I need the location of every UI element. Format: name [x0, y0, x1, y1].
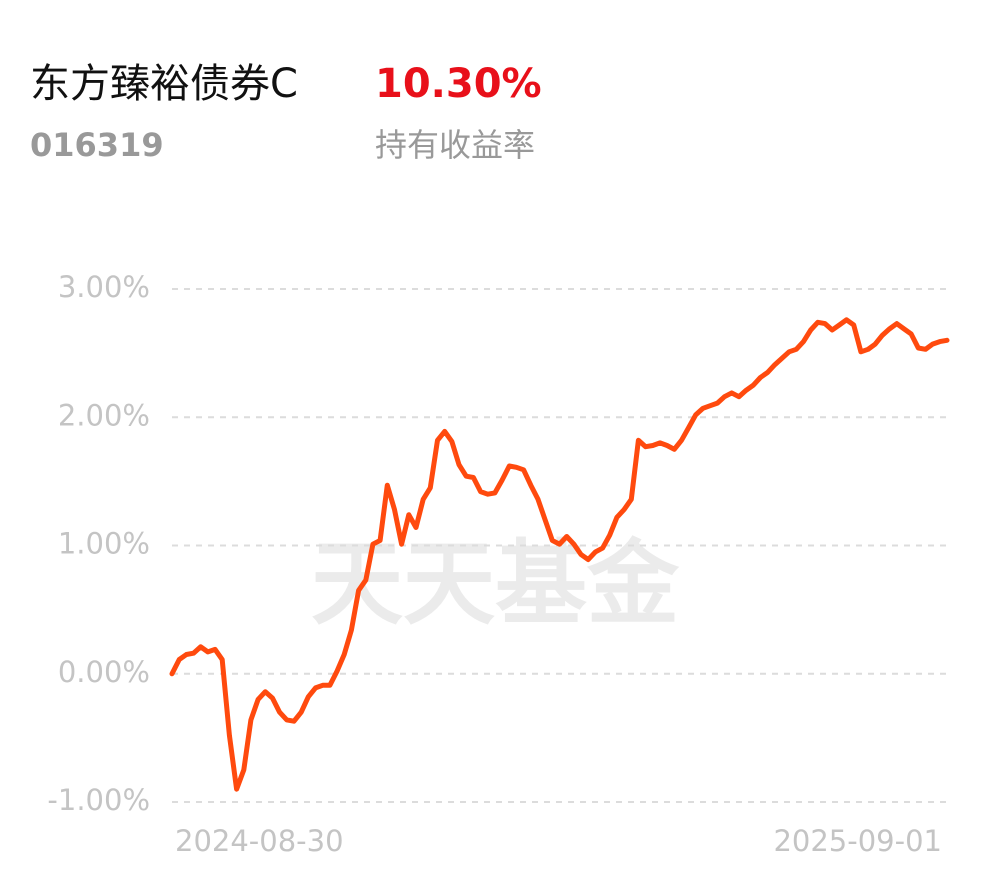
fund-name: 东方臻裕债券C: [30, 61, 298, 107]
fund-code: 016319: [30, 126, 164, 164]
x-tick-label: 2024-08-30: [175, 824, 344, 858]
line: [169, 317, 950, 792]
y-tick-label: -1.00%: [47, 783, 150, 817]
y-tick-label: 1.00%: [58, 527, 150, 561]
y-tick-label: 2.00%: [58, 398, 150, 432]
y-tick-label: 3.00%: [58, 270, 150, 304]
fund-return: 10.30%: [375, 61, 542, 107]
return-label: 持有收益率: [375, 126, 535, 164]
x-tick-label: 2025-09-01: [773, 824, 942, 858]
y-tick-label: 0.00%: [58, 655, 150, 689]
